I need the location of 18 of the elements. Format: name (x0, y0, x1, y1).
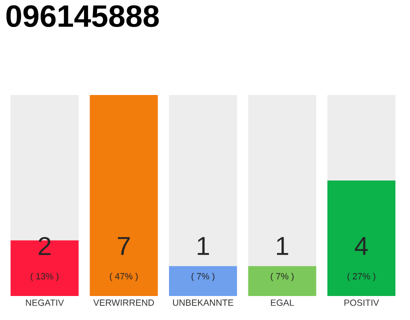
x-tick-label: NEGATIV (26, 300, 64, 306)
annotation: 7 (118, 237, 130, 255)
data-label: ( 7% ) (192, 272, 214, 282)
bar (248, 266, 316, 296)
x-tick-label: UNBEKANNTE (173, 300, 234, 306)
annotation: 1 (276, 237, 288, 255)
annotation: 1 (198, 237, 209, 255)
x-tick-label: VERWIRREND (93, 300, 154, 306)
bar (169, 266, 238, 296)
x-tick-label: EGAL (270, 300, 294, 306)
annotation: 4 (354, 237, 368, 255)
data-label: ( 13% ) (30, 272, 58, 282)
chart-title: 096145888 (6, 5, 159, 28)
annotation: 2 (38, 236, 51, 256)
data-label: ( 7% ) (270, 272, 294, 282)
data-label: ( 27% ) (348, 272, 376, 282)
data-label: ( 47% ) (110, 272, 138, 282)
x-tick-label: POSITIV (344, 300, 380, 306)
